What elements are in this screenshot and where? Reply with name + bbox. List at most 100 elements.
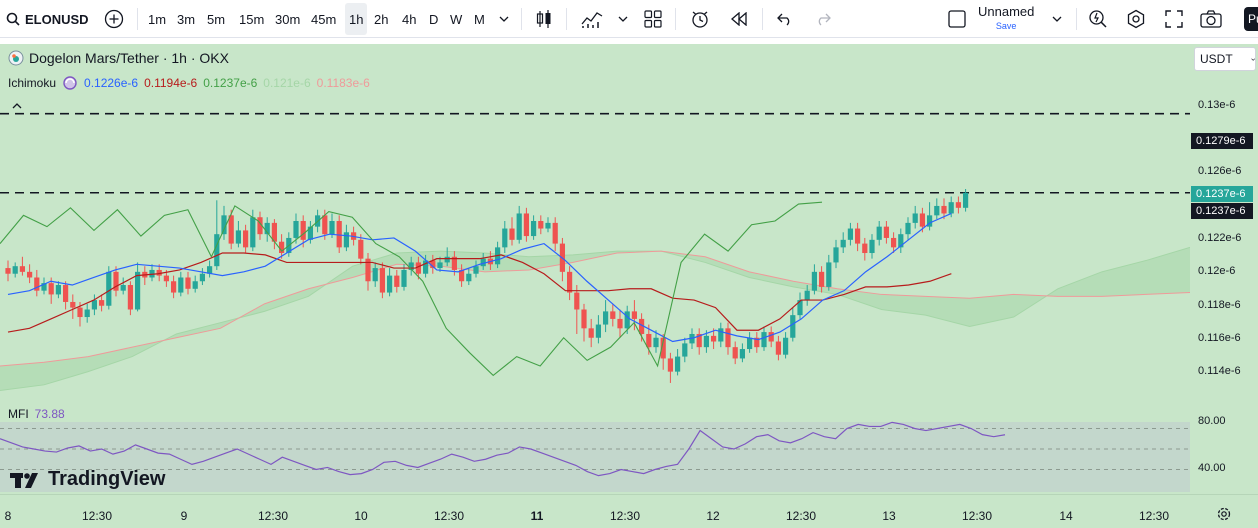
price-tick: 0.12e-6 [1198, 265, 1236, 277]
candle-body [437, 262, 443, 269]
compare-symbol-button[interactable] [102, 0, 126, 38]
candle-body [279, 241, 285, 254]
candle-body [63, 285, 69, 302]
candle-body [804, 290, 810, 301]
interval-5m[interactable]: 5m [207, 11, 226, 27]
candle-body [826, 262, 832, 287]
candle-body [811, 271, 817, 291]
candle-body [883, 226, 889, 238]
interval-1h[interactable]: 1h [345, 3, 368, 35]
loading-spinner-icon [63, 76, 77, 90]
currency-label: USDT [1200, 52, 1233, 66]
zoom-bolt-icon [1089, 10, 1107, 28]
toolbar-divider [675, 8, 676, 30]
interval-3m[interactable]: 3m [177, 11, 196, 27]
candle-body [480, 258, 486, 267]
candle-body [660, 337, 666, 359]
layout-button[interactable] [642, 0, 664, 38]
candle-body [207, 266, 213, 274]
replay-button[interactable] [728, 0, 750, 38]
fullscreen-icon [1165, 10, 1183, 28]
interval-45m[interactable]: 45m [311, 11, 337, 27]
main-chart-pane[interactable] [0, 44, 1190, 398]
tradingview-logo[interactable]: TradingView [10, 468, 165, 491]
time-label: 12:30 [785, 509, 817, 523]
candle-body [293, 221, 299, 238]
interval-30m[interactable]: 30m [275, 11, 301, 27]
layout-name-button[interactable]: Unnamed Save [978, 0, 1034, 38]
candle-body [156, 269, 162, 276]
fullscreen-button[interactable] [1163, 0, 1185, 38]
candle-body [5, 268, 11, 274]
candle-body [955, 202, 961, 208]
intervals-dropdown[interactable] [497, 0, 511, 38]
layout-toggle[interactable] [946, 0, 968, 38]
redo-button[interactable] [812, 0, 834, 38]
candle-body [675, 356, 681, 372]
candle-body [171, 281, 177, 293]
candle-body [747, 337, 753, 350]
tradingview-logo-icon [10, 472, 38, 488]
candle-body [934, 205, 940, 216]
interval-2h[interactable]: 2h [374, 11, 389, 27]
candle-body [444, 256, 450, 263]
layout-dropdown[interactable] [1050, 0, 1064, 38]
candle-body [768, 332, 774, 342]
indicators-dropdown[interactable] [616, 0, 630, 38]
candle-body [862, 243, 868, 254]
time-scale[interactable] [0, 494, 1258, 528]
interval-d[interactable]: D [429, 11, 439, 27]
settings-button[interactable] [1124, 0, 1148, 38]
currency-selector[interactable]: USDT [1194, 47, 1256, 71]
price-tick: 0.13e-6 [1198, 99, 1236, 111]
candle-body [408, 262, 414, 270]
candle-body [48, 283, 54, 295]
candle-body [898, 234, 904, 248]
candle-body [653, 337, 659, 348]
chart-type-button[interactable] [533, 0, 555, 38]
price-badge-upper-line: 0.1279e-6 [1191, 133, 1253, 149]
interval-4h[interactable]: 4h [402, 11, 417, 27]
mfi-legend[interactable]: MFI 73.88 [8, 407, 65, 421]
candle-body [199, 273, 205, 282]
chart-legend-title[interactable]: Dogelon Mars/Tether · 1h · OKX [8, 50, 229, 66]
interval-15m[interactable]: 15m [239, 11, 265, 27]
candle-body [919, 213, 925, 227]
price-badge-line: 0.1237e-6 [1191, 203, 1253, 219]
candle-body [358, 239, 364, 259]
mfi-pane[interactable] [0, 398, 1190, 494]
price-scale[interactable] [1190, 44, 1258, 494]
base-line-value: 0.1194e-6 [144, 76, 198, 90]
interval-m[interactable]: M [474, 11, 485, 27]
lagging-span-value: 0.1237e-6 [203, 76, 258, 90]
candle-body [545, 222, 551, 229]
interval-1m[interactable]: 1m [148, 11, 167, 27]
time-label: 11 [530, 509, 544, 523]
interval-w[interactable]: W [450, 11, 463, 27]
conversion-line-value: 0.1226e-6 [84, 76, 139, 90]
search-icon [6, 12, 20, 26]
snapshot-button[interactable] [1199, 0, 1223, 38]
ichimoku-legend[interactable]: Ichimoku 0.1226e-6 0.1194e-6 0.1237e-6 0… [8, 75, 370, 91]
candle-body [631, 311, 637, 319]
chevron-down-icon [499, 16, 509, 22]
candle-body [178, 277, 184, 293]
candle-body [473, 266, 479, 274]
candle-body [552, 222, 558, 244]
redo-icon [818, 13, 831, 26]
symbol-search[interactable]: ELONUSD [6, 0, 89, 38]
undo-button[interactable] [774, 0, 796, 38]
chart-settings-button[interactable] [1216, 506, 1232, 527]
candle-body [711, 335, 717, 342]
quick-search-button[interactable] [1086, 0, 1110, 38]
publish-button[interactable]: Pu [1244, 7, 1258, 31]
candle-body [941, 205, 947, 214]
collapse-legend-button[interactable] [12, 98, 22, 112]
indicators-button[interactable] [580, 0, 604, 38]
mfi-value: 73.88 [34, 407, 65, 421]
candle-body [725, 328, 731, 348]
alert-button[interactable] [688, 0, 712, 38]
alarm-clock-icon [692, 11, 708, 28]
candle-body [365, 258, 371, 282]
candle-body [531, 221, 537, 237]
